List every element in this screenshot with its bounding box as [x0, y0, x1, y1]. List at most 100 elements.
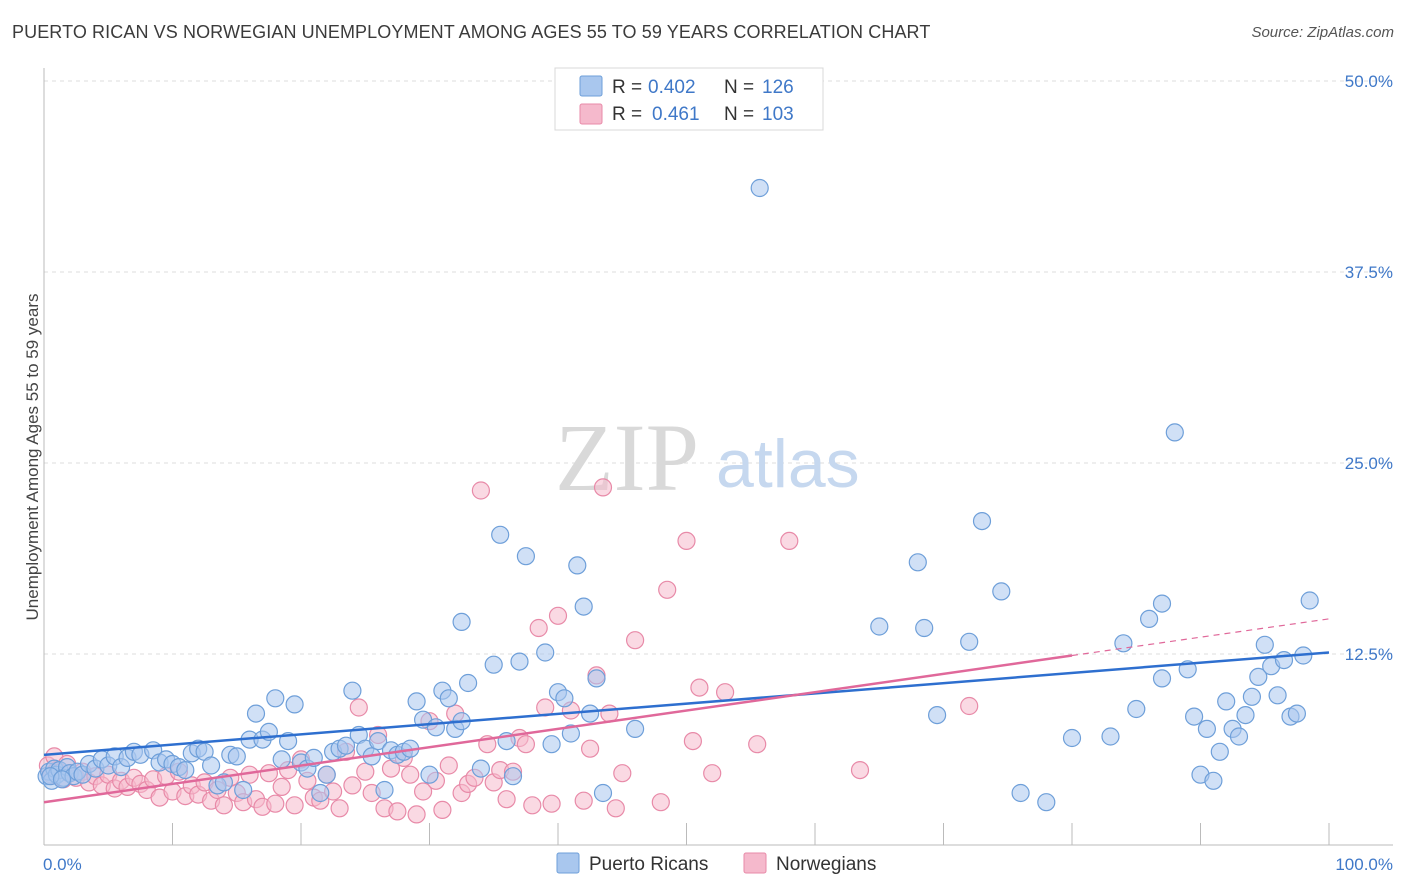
y-axis-label: Unemployment Among Ages 55 to 59 years — [23, 294, 42, 621]
puerto-rican-point — [471, 759, 490, 778]
chart-title: PUERTO RICAN VS NORWEGIAN UNEMPLOYMENT A… — [12, 22, 931, 42]
puerto-rican-point — [285, 695, 304, 714]
puerto-rican-point — [1197, 719, 1217, 739]
norwegians-trend-line — [43, 654, 1073, 804]
norwegian-point — [343, 776, 362, 795]
puerto-rican-point — [369, 731, 388, 751]
puerto-rican-point — [272, 750, 291, 769]
norwegian-point — [703, 764, 722, 783]
puerto-rican-point — [1165, 423, 1184, 442]
legend-r-value-1: 0.402 — [648, 77, 696, 98]
puerto-rican-point — [536, 643, 555, 662]
puerto-rican-point — [1139, 609, 1159, 629]
norwegian-point — [677, 531, 696, 551]
puerto-rican-point — [311, 783, 330, 803]
puerto-rican-point — [1210, 742, 1229, 761]
puerto-rican-point — [568, 556, 587, 575]
norwegian-point — [330, 799, 349, 818]
puerto-rican-point — [1274, 650, 1294, 670]
legend-swatch-blue — [579, 75, 603, 97]
norwegian-point — [407, 805, 426, 824]
puerto-rican-point — [1236, 705, 1255, 725]
norwegian-point — [651, 793, 670, 812]
puerto-rican-point — [510, 652, 529, 671]
norwegian-point — [529, 618, 548, 638]
norwegian-point — [401, 765, 420, 784]
puerto-rican-point — [420, 765, 439, 784]
watermark-atlas: atlas — [716, 426, 860, 502]
puerto-rican-point — [266, 689, 285, 708]
norwegian-point — [690, 678, 709, 697]
puerto-rican-point — [1127, 699, 1146, 719]
legend-n-label-2: N = — [724, 104, 754, 125]
norwegian-point — [658, 580, 677, 599]
y-tick-label: 50.0% — [1345, 72, 1393, 91]
puerto-rican-point — [561, 724, 581, 743]
y-tick-label: 25.0% — [1345, 454, 1393, 473]
norwegian-point — [613, 764, 632, 783]
puerto-rican-point — [1037, 793, 1056, 812]
norwegian-point — [606, 799, 625, 818]
puerto-rican-point — [555, 689, 574, 708]
correlation-legend: R = 0.402 N = 126 R = 0.461 N = 103 — [554, 67, 824, 131]
puerto-rican-point — [960, 632, 979, 651]
puerto-rican-point — [503, 767, 523, 786]
legend-puerto-ricans-swatch — [556, 852, 580, 874]
norwegian-point — [214, 796, 233, 815]
puerto-rican-point — [439, 689, 458, 708]
norwegian-point — [259, 764, 278, 783]
puerto-rican-point — [1062, 728, 1082, 748]
watermark-zip: ZIP — [555, 404, 699, 511]
puerto-rican-point — [227, 747, 246, 766]
puerto-rican-point — [908, 553, 927, 572]
puerto-rican-point — [1268, 686, 1287, 705]
legend-norwegians-label: Norwegians — [776, 854, 876, 875]
puerto-rican-point — [593, 783, 613, 803]
norwegian-point — [542, 794, 561, 813]
legend-n-value-1: 126 — [762, 77, 794, 98]
puerto-rican-point — [574, 597, 593, 616]
legend-r-label-2: R = — [612, 104, 642, 125]
legend-puerto-ricans-label: Puerto Ricans — [589, 854, 708, 875]
puerto-rican-point — [1255, 635, 1274, 654]
source-credit: Source: ZipAtlas.com — [1251, 24, 1394, 41]
puerto-rican-point — [992, 582, 1011, 601]
puerto-rican-point — [1011, 783, 1030, 803]
y-tick-label: 12.5% — [1345, 645, 1393, 664]
legend-r-value-2: 0.461 — [652, 104, 700, 125]
puerto-rican-point — [246, 704, 266, 723]
puerto-rican-point — [1152, 594, 1172, 613]
puerto-rican-point — [375, 780, 394, 800]
norwegian-point — [471, 481, 490, 500]
puerto-rican-point — [336, 736, 356, 755]
norwegian-point — [349, 698, 368, 717]
puerto-rican-point — [1300, 591, 1319, 610]
norwegian-point — [780, 531, 799, 551]
norwegian-point — [625, 631, 645, 650]
norwegian-point — [439, 756, 458, 775]
legend-norwegians-swatch — [743, 852, 767, 874]
puerto-rican-point — [343, 681, 362, 700]
norwegian-point — [497, 790, 516, 809]
series-legend: Puerto Ricans Norwegians — [556, 852, 876, 875]
puerto-rican-point — [516, 547, 536, 566]
watermark: ZIP atlas — [555, 404, 860, 511]
y-tick-label: 37.5% — [1345, 263, 1393, 282]
norwegian-point — [574, 791, 593, 810]
puerto-rican-point — [625, 719, 645, 739]
norwegian-point — [748, 735, 767, 754]
puerto-rican-point — [1217, 692, 1236, 711]
puerto-rican-point — [234, 780, 253, 800]
puerto-rican-point — [407, 692, 426, 711]
norwegian-point — [266, 794, 285, 813]
puerto-rican-point — [1152, 669, 1172, 688]
norwegians-trend-extension — [1071, 618, 1330, 657]
x-tick-label-max: 100.0% — [1335, 855, 1393, 874]
trend-lines — [43, 618, 1330, 804]
legend-r-label-1: R = — [612, 77, 642, 98]
axes — [43, 68, 1393, 846]
puerto-rican-point — [1184, 707, 1204, 726]
norwegian-point — [580, 739, 600, 758]
puerto-rican-point — [491, 525, 510, 544]
legend-swatch-pink — [579, 103, 603, 125]
